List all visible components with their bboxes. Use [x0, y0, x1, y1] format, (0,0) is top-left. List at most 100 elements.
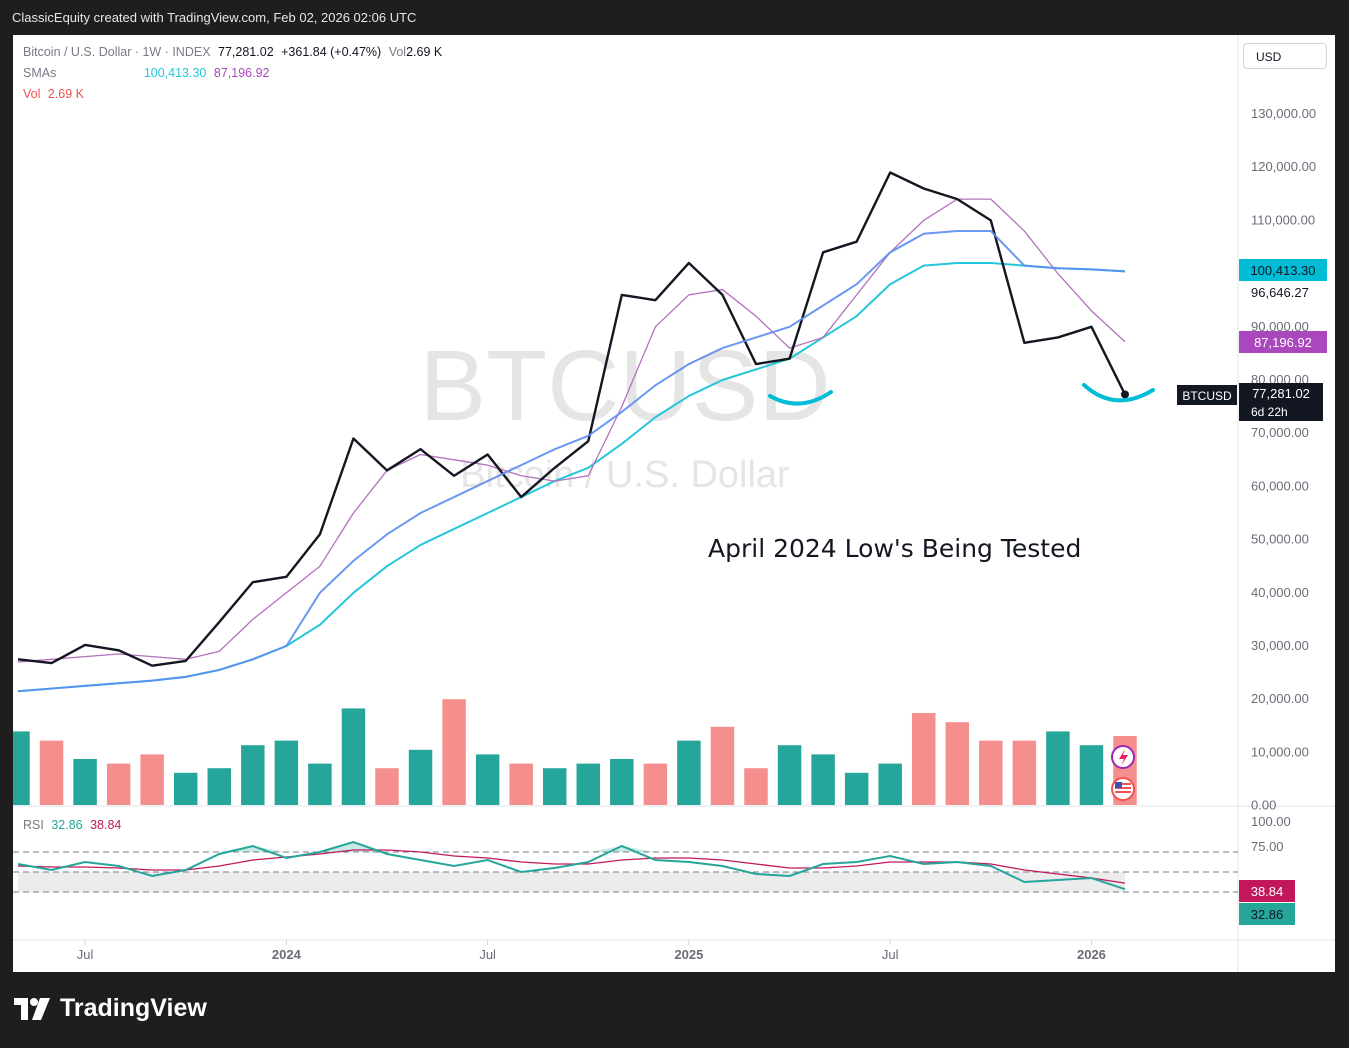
rsi-tick: 75.00 [1251, 839, 1284, 854]
volume-bar [710, 726, 735, 805]
volume-legend-value: 2.69 K [47, 87, 85, 101]
price-tick: 60,000.00 [1251, 478, 1309, 493]
time-tick: Jul [882, 947, 899, 962]
sma-short-value: 87,196.92 [213, 66, 270, 80]
volume-label: Vol [388, 45, 407, 59]
sma-label: SMAs [23, 66, 57, 80]
badge-symbol: BTCUSD [1177, 385, 1237, 405]
volume-bar [576, 763, 601, 805]
volume-bar [475, 754, 500, 805]
badge-rsi-ma: 38.84 [1239, 880, 1295, 902]
sma-fast-line [17, 230, 1126, 693]
volume-bar [1046, 731, 1070, 805]
support-arc-april-2024 [768, 390, 833, 406]
volume-bar [106, 763, 131, 805]
tradingview-logo[interactable]: TradingView [14, 994, 207, 1023]
price-tick: 90,000.00 [1251, 319, 1309, 334]
price-tick: 20,000.00 [1251, 691, 1309, 706]
time-axis[interactable]: Jul 2024 Jul 2025 Jul 2026 [77, 940, 1106, 962]
price-tick: 0.00 [1251, 798, 1276, 813]
volume-legend-label: Vol [23, 87, 41, 101]
volume-bar [375, 768, 399, 805]
volume-bar [39, 740, 64, 805]
price-tick: 120,000.00 [1251, 159, 1316, 174]
svg-text:87,196.92: 87,196.92 [1254, 335, 1312, 350]
svg-text:32.86: 32.86 [1251, 907, 1284, 922]
volume-bar [408, 749, 433, 805]
support-arc-current [1082, 383, 1155, 403]
volume-bar [610, 759, 634, 805]
volume-bar [1012, 740, 1037, 805]
annotation-text: April 2024 Low's Being Tested [708, 534, 1081, 563]
svg-text:77,281.02: 77,281.02 [1252, 386, 1310, 401]
volume-bar [341, 708, 366, 805]
volume-bar [979, 740, 1003, 805]
rsi-label: RSI [23, 818, 44, 832]
volume-bar [744, 768, 768, 805]
chart-credit: ClassicEquity created with TradingView.c… [12, 10, 417, 25]
chart-frame[interactable]: BTCUSD Bitcoin / U.S. Dollar 0.00 10,000.… [13, 35, 1335, 972]
volume-bar [274, 740, 299, 805]
sma-long-value: 100,413.30 [143, 66, 207, 80]
volume-bar [173, 772, 198, 805]
last-price: 77,281.02 [218, 45, 274, 59]
price-tick: 110,000.00 [1251, 212, 1315, 227]
brand-name: TradingView [60, 994, 207, 1022]
watermark-ticker: BTCUSD [419, 330, 830, 442]
volume-bar [643, 763, 668, 805]
volume-bar [509, 763, 533, 805]
volume-bar [207, 768, 232, 805]
tradingview-logo-icon [14, 997, 50, 1020]
volume-bar [777, 745, 802, 805]
time-tick: 2025 [674, 947, 703, 962]
volume-bar [844, 772, 869, 805]
volume-bar [13, 731, 30, 805]
volume-legend[interactable]: Vol 2.69 K [23, 87, 88, 101]
volume-bar [140, 754, 164, 805]
sma-short-line [17, 198, 1126, 663]
volume-bar [945, 722, 970, 805]
price-axis[interactable]: 0.00 10,000.00 20,000.00 30,000.00 40,000.00… [1251, 106, 1316, 904]
time-tick: Jul [479, 947, 496, 962]
time-tick: 2026 [1077, 947, 1106, 962]
volume-bar [911, 713, 936, 805]
volume-bar [442, 699, 466, 805]
sma-legend[interactable]: SMAs 100,413.30 87,196.92 [23, 66, 273, 80]
time-tick: Jul [77, 947, 94, 962]
last-price-dot [1121, 390, 1129, 399]
volume-bar [308, 763, 332, 805]
currency-selector[interactable]: USD [1243, 43, 1327, 69]
rsi-tick: 100.00 [1251, 814, 1291, 829]
price-tick: 40,000.00 [1251, 585, 1309, 600]
chart-canvas[interactable]: BTCUSD Bitcoin / U.S. Dollar 0.00 10,000.… [13, 35, 1335, 972]
price-tick: 10,000.00 [1251, 744, 1309, 759]
time-tick: 2024 [272, 947, 302, 962]
volume-bar [73, 759, 97, 805]
countdown-label: 6d 22h [1251, 405, 1288, 419]
svg-text:BTCUSD: BTCUSD [1182, 389, 1232, 403]
volume-bar [878, 763, 902, 805]
rsi-overbought-fill [18, 842, 1125, 852]
us-flag-icon[interactable] [1111, 777, 1135, 801]
rsi-legend[interactable]: RSI 32.86 38.84 [23, 818, 125, 832]
volume-bar [811, 754, 835, 805]
volume-bar [542, 768, 567, 805]
volume-bar [677, 740, 701, 805]
price-tick: 130,000.00 [1251, 106, 1316, 121]
rsi-line [17, 840, 1126, 891]
svg-text:100,413.30: 100,413.30 [1250, 263, 1315, 278]
price-tick: 70,000.00 [1251, 425, 1309, 440]
symbol-legend[interactable]: Bitcoin / U.S. Dollar · 1W · INDEX 77,28… [23, 45, 446, 59]
rsi-band [18, 872, 1125, 892]
badge-sma-long: 100,413.30 [1239, 259, 1327, 281]
badge-last-price: 77,281.02 6d 22h [1239, 383, 1323, 421]
svg-text:38.84: 38.84 [1251, 884, 1284, 899]
price-change: +361.84 (+0.47%) [281, 45, 382, 59]
rsi-value: 32.86 [51, 818, 83, 832]
price-tick: 50,000.00 [1251, 532, 1309, 547]
lightning-icon[interactable] [1111, 745, 1135, 769]
volume-bars [13, 699, 1137, 805]
volume-value: 2.69 K [406, 45, 443, 59]
rsi-ma-value: 38.84 [90, 818, 122, 832]
badge-rsi: 32.86 [1239, 903, 1295, 925]
